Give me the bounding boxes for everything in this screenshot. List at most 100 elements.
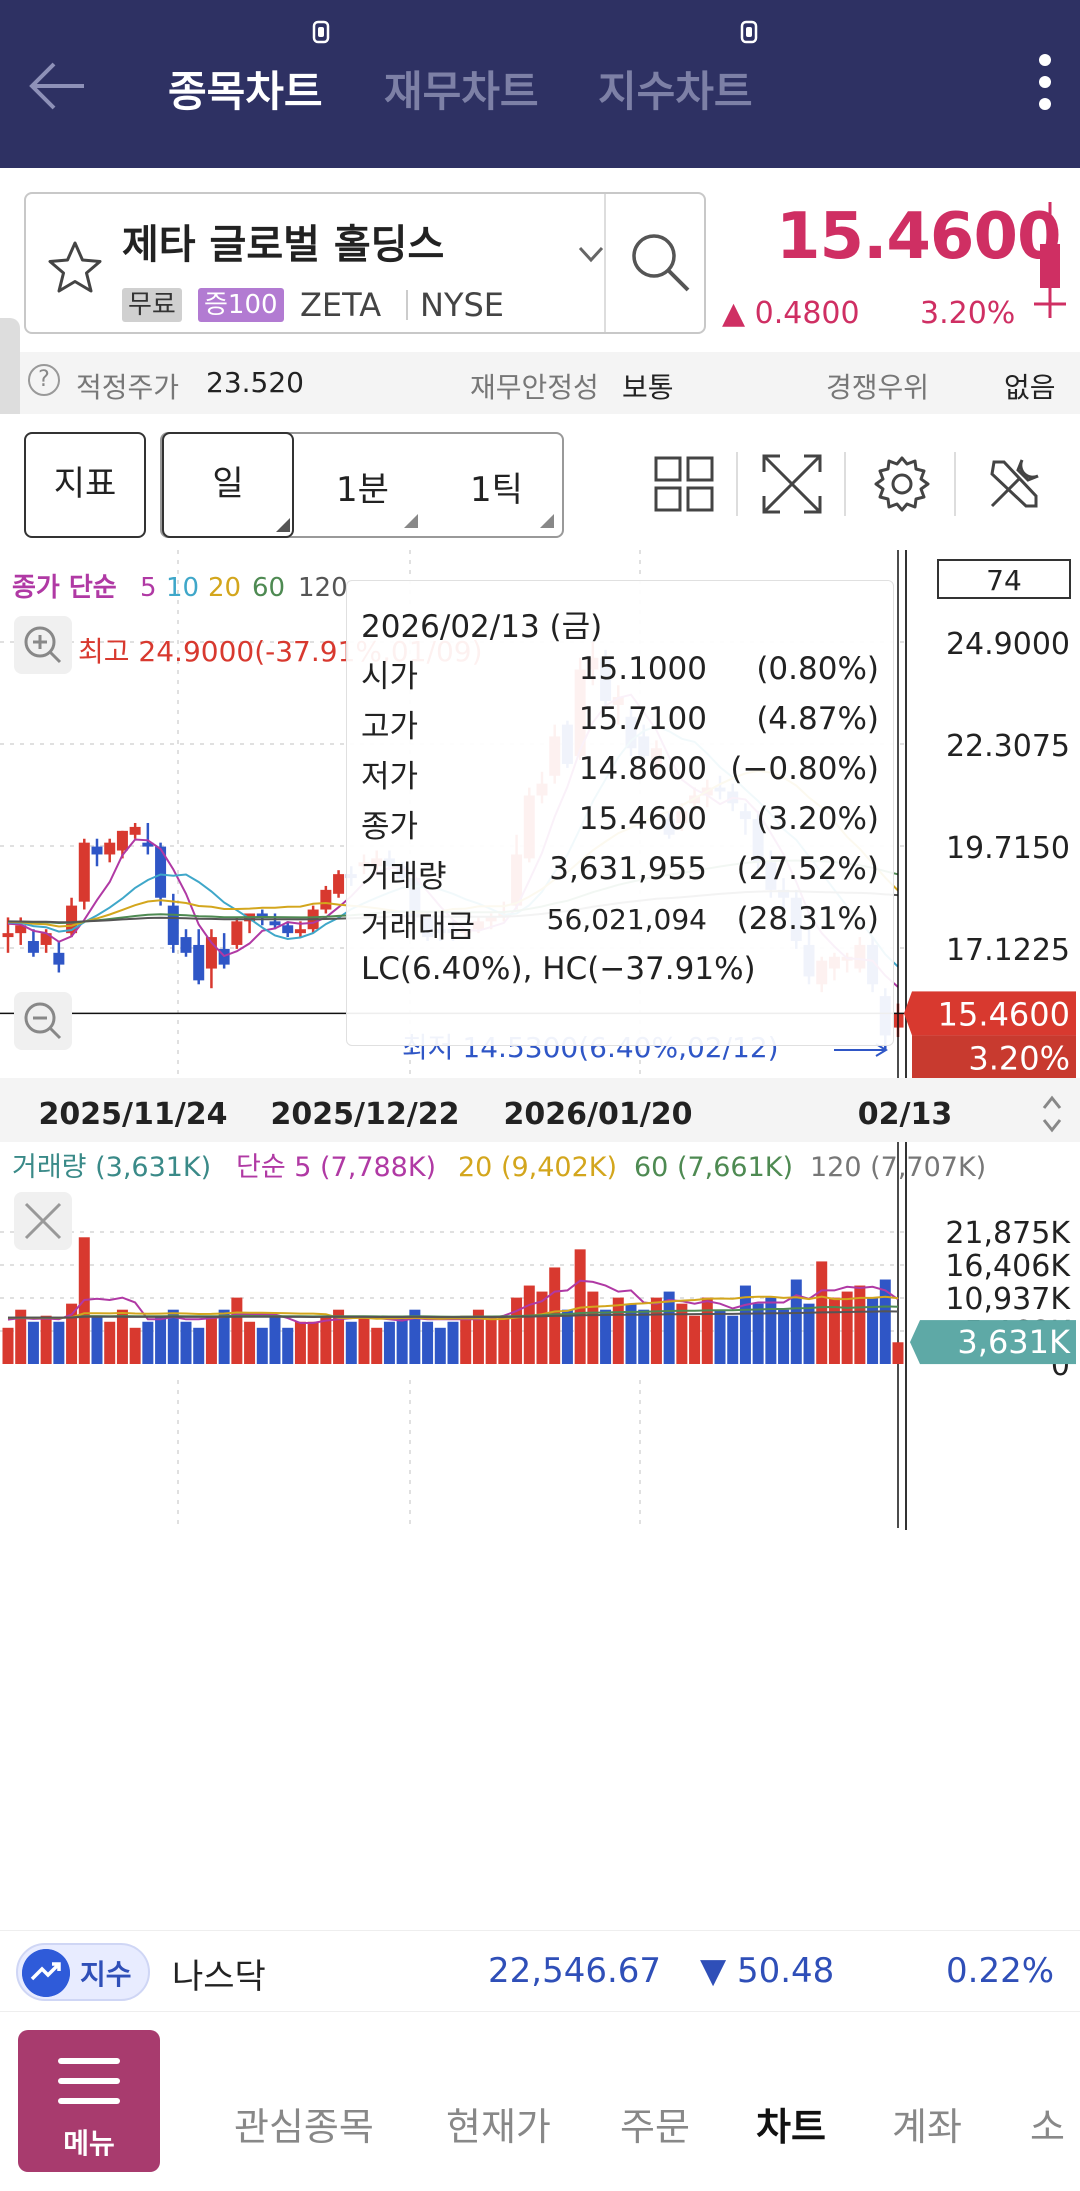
nav-more[interactable]: 소 [1030, 2105, 1065, 2149]
volume-bar [294, 1321, 306, 1364]
volume-bar [625, 1303, 637, 1364]
candle-body [320, 889, 332, 910]
help-icon[interactable]: ? [28, 364, 60, 396]
fullscreen-icon[interactable] [760, 452, 824, 516]
resize-handle-icon [1042, 1095, 1062, 1133]
period-1tick-button[interactable]: 1틱 [470, 470, 523, 510]
volume-bar [612, 1297, 624, 1364]
stock-name: 제타 글로벌 홀딩스 [122, 222, 445, 268]
candle-body [2, 933, 14, 938]
gear-icon[interactable] [870, 452, 934, 516]
index-pill[interactable]: 지수 [16, 1943, 150, 2001]
candle-body [269, 921, 281, 926]
volume-bar [320, 1315, 332, 1364]
candle-body [167, 905, 179, 945]
divider [736, 452, 738, 516]
volume-bar [472, 1309, 484, 1364]
tools-icon[interactable] [982, 452, 1046, 516]
tooltip-label: 시가 [361, 659, 419, 695]
back-arrow-icon[interactable] [24, 48, 104, 124]
nav-chart[interactable]: 차트 [756, 2105, 826, 2149]
favorite-star-icon[interactable] [44, 238, 106, 298]
stock-selector[interactable]: 제타 글로벌 홀딩스 무료 증100 ZETA NYSE [24, 192, 706, 334]
candle-body [256, 913, 268, 918]
volume-bar [689, 1315, 701, 1364]
volume-bar [40, 1315, 52, 1364]
pin-icon [740, 20, 758, 44]
indicator-button[interactable]: 지표 [24, 432, 146, 538]
ma-legend-period: 60 [252, 573, 285, 603]
more-menu-icon[interactable] [1036, 54, 1054, 118]
menu-button[interactable]: 메뉴 [18, 2030, 160, 2172]
tooltip-label: 저가 [361, 759, 419, 795]
volume-bar [27, 1321, 39, 1364]
volume-bar [307, 1321, 319, 1364]
volume-bar [142, 1321, 154, 1364]
y-axis-tick-label: 24.9000 [946, 627, 1070, 662]
divider [406, 290, 408, 320]
volume-bar [66, 1303, 78, 1364]
volume-bar [15, 1309, 27, 1364]
corner-triangle-icon [404, 514, 418, 528]
tooltip-value: 15.4600 [578, 801, 707, 837]
volume-bar [383, 1321, 395, 1364]
chevron-down-icon[interactable] [576, 242, 606, 266]
search-icon[interactable] [626, 228, 694, 298]
volume-bar [803, 1303, 815, 1364]
volume-legend-item: 단순 5 (7,788K) [236, 1152, 436, 1183]
ma-legend-period: 10 [166, 573, 199, 603]
tooltip-value: 15.1000 [578, 651, 707, 687]
volume-legend-item: 거래량 (3,631K) [12, 1152, 211, 1183]
tab-financial-chart[interactable]: 재무차트 [384, 67, 539, 116]
ma-legend-period: 5 [140, 573, 157, 603]
period-1min-button[interactable]: 1분 [336, 470, 389, 510]
volume-bar [892, 1342, 904, 1364]
volume-bar [739, 1285, 751, 1364]
candle-body [180, 937, 192, 953]
index-ticker-bar[interactable]: 지수 나스닥 22,546.67 ▼ 50.48 0.22% [0, 1930, 1080, 2012]
volume-bar [790, 1279, 802, 1364]
volume-bar [511, 1297, 523, 1364]
fair-price-value: 23.520 [206, 366, 304, 399]
volume-bar [282, 1327, 294, 1364]
tab-stock-chart[interactable]: 종목차트 [168, 67, 323, 116]
volume-bar [561, 1309, 573, 1364]
candle-tooltip: 2026/02/13 (금) 시가 15.1000 (0.80%) 고가 15.… [346, 580, 894, 1046]
nav-current-price[interactable]: 현재가 [446, 2105, 551, 2149]
nav-watchlist[interactable]: 관심종목 [234, 2105, 374, 2149]
candle-body [129, 826, 141, 835]
volume-current-tag [920, 1320, 1076, 1365]
candle-body [155, 846, 167, 898]
zoom-in-icon [33, 635, 62, 664]
nav-account[interactable]: 계좌 [892, 2105, 962, 2149]
x-axis-tick-label: 2026/01/20 [504, 1097, 693, 1132]
ma-legend-period: 20 [208, 573, 241, 603]
x-axis-tick-label: 2025/12/22 [271, 1097, 460, 1132]
tab-index-chart[interactable]: 지수차트 [598, 67, 753, 116]
volume-bar [587, 1291, 599, 1364]
volume-legend-item: 20 (9,402K) [458, 1152, 617, 1183]
volume-bar [523, 1285, 535, 1364]
corner-triangle-icon [276, 518, 290, 532]
financial-stability-value: 보통 [622, 371, 674, 404]
candle-body [333, 874, 345, 894]
volume-bar [269, 1315, 281, 1364]
period-daily-button[interactable]: 일 [162, 432, 294, 538]
tooltip-label: 거래량 [361, 859, 447, 895]
nav-order[interactable]: 주문 [620, 2105, 690, 2149]
volume-ma-line [7, 1295, 899, 1321]
zoom-out-icon [33, 1016, 62, 1040]
fundamental-info-row: ? 적정주가 23.520 재무안정성 보통 경쟁우위 없음 [0, 352, 1080, 414]
mini-candle-icon [1034, 202, 1066, 318]
layout-grid-icon[interactable] [652, 452, 716, 516]
exchange-name: NYSE [420, 286, 505, 324]
volume-bar [371, 1327, 383, 1364]
candle-body [78, 842, 90, 902]
volume-bar [498, 1315, 510, 1364]
volume-bar [727, 1315, 739, 1364]
volume-bar [447, 1321, 459, 1364]
candle-body [104, 842, 116, 855]
stock-chart[interactable]: 종가 단순 5 10 20 60 120 최고 24.9000(-37.91%,01/09)… [0, 550, 1080, 1930]
volume-legend-item: 120 (7,707K) [810, 1152, 986, 1183]
